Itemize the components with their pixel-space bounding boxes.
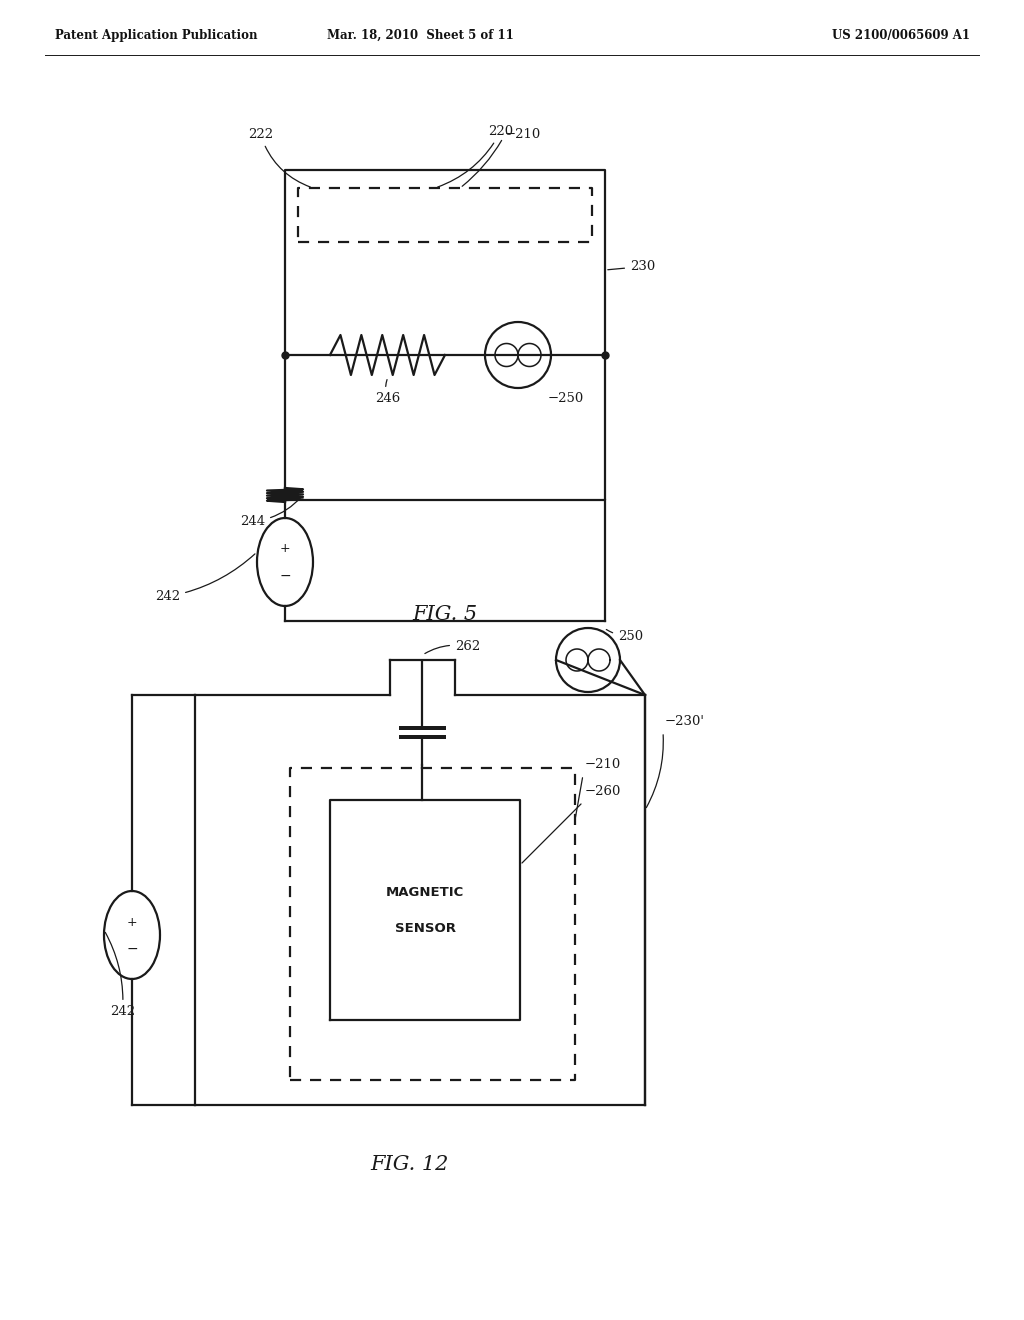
Text: 244: 244 bbox=[240, 498, 301, 528]
Text: −: − bbox=[280, 569, 291, 583]
Text: 246: 246 bbox=[375, 380, 400, 405]
Text: −230': −230' bbox=[665, 715, 705, 729]
Text: 242: 242 bbox=[105, 932, 135, 1018]
Text: FIG. 12: FIG. 12 bbox=[371, 1155, 450, 1175]
Text: 220: 220 bbox=[437, 125, 513, 187]
Text: 222: 222 bbox=[248, 128, 310, 187]
Text: MAGNETIC: MAGNETIC bbox=[386, 886, 464, 899]
Text: 242: 242 bbox=[155, 554, 255, 603]
Text: FIG. 5: FIG. 5 bbox=[413, 606, 477, 624]
Text: −210: −210 bbox=[505, 128, 542, 141]
Text: 230: 230 bbox=[608, 260, 655, 273]
Text: −260: −260 bbox=[585, 785, 622, 799]
Text: SENSOR: SENSOR bbox=[394, 921, 456, 935]
Text: −: − bbox=[126, 942, 138, 956]
Text: +: + bbox=[280, 543, 291, 556]
Text: Mar. 18, 2010  Sheet 5 of 11: Mar. 18, 2010 Sheet 5 of 11 bbox=[327, 29, 513, 41]
Text: −250: −250 bbox=[548, 392, 585, 405]
Text: US 2100/0065609 A1: US 2100/0065609 A1 bbox=[831, 29, 970, 41]
Text: −210: −210 bbox=[585, 758, 622, 771]
Text: +: + bbox=[127, 916, 137, 928]
Text: Patent Application Publication: Patent Application Publication bbox=[55, 29, 257, 41]
Text: 262: 262 bbox=[425, 640, 480, 653]
Text: 250: 250 bbox=[606, 630, 643, 643]
